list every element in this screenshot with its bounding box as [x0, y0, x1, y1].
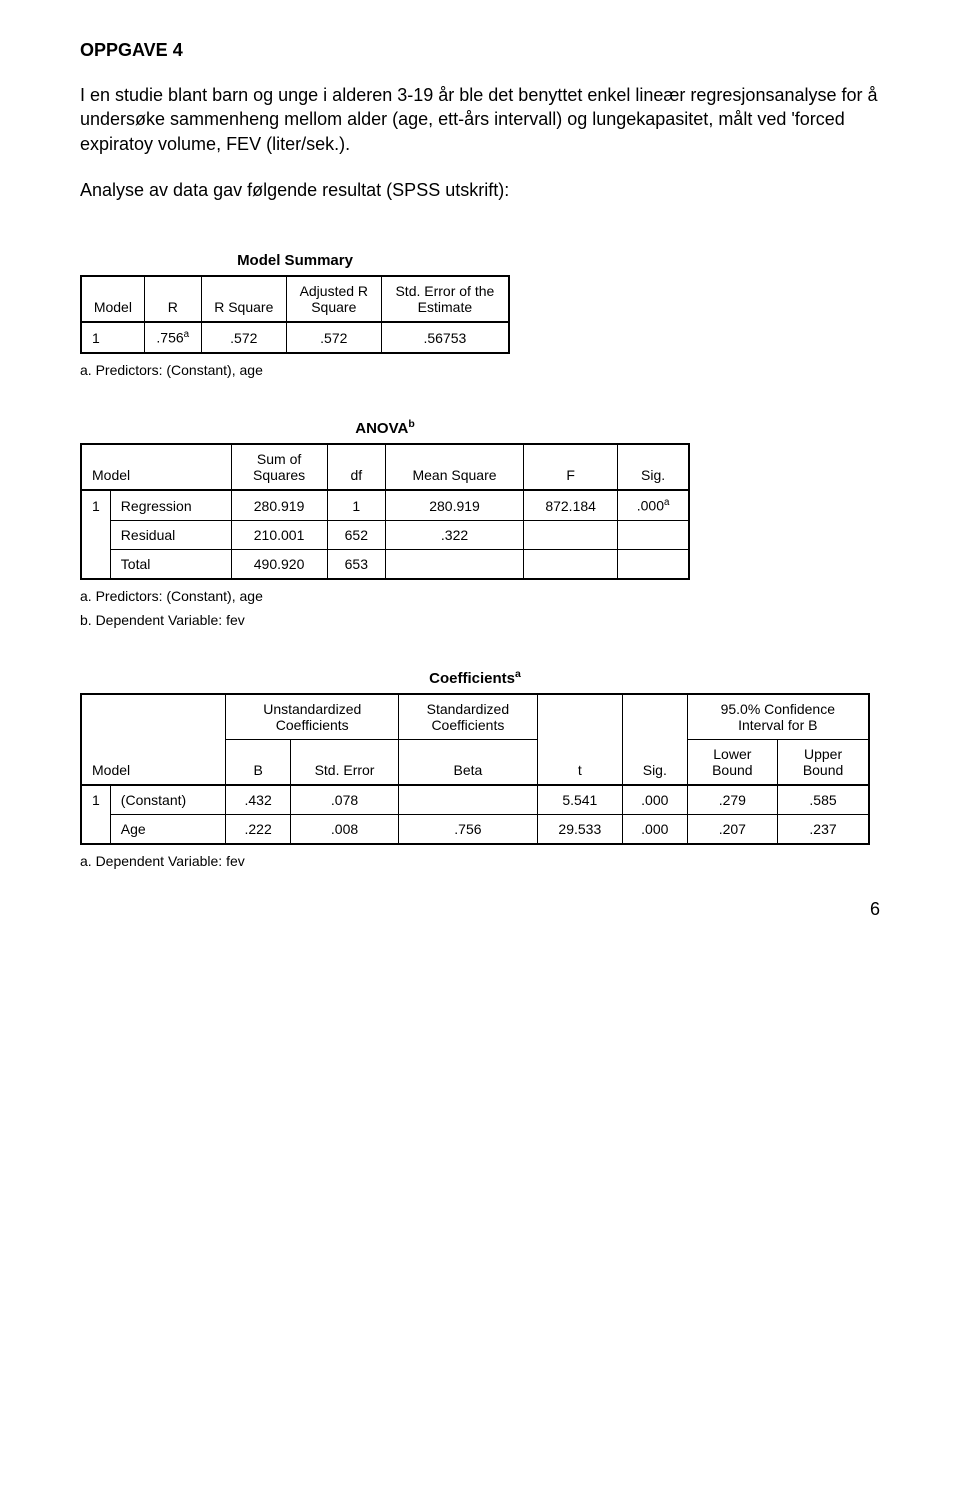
- coef-row-label-2: Age: [110, 814, 226, 844]
- col-anova-model: Model: [81, 444, 231, 490]
- anova-ms-2: .322: [385, 520, 523, 549]
- coef-up-2: .237: [778, 814, 869, 844]
- anova-ss-3: 490.920: [231, 549, 327, 579]
- col-coef-se: Std. Error: [290, 739, 398, 785]
- anova-sig-1: .000a: [618, 490, 689, 520]
- col-coef-lower: Lower Bound: [687, 739, 778, 785]
- model-summary-table: Model R R Square Adjusted R Square Std. …: [80, 275, 510, 354]
- anova-row-label-3: Total: [110, 549, 231, 579]
- col-r: R: [144, 276, 201, 322]
- col-anova-ss: Sum of Squares: [231, 444, 327, 490]
- cell-adjr: .572: [286, 322, 381, 353]
- model-summary-title: Model Summary: [80, 252, 510, 269]
- heading-oppgave: OPPGAVE 4: [80, 40, 880, 61]
- coef-se-1: .078: [290, 785, 398, 815]
- anova-row-label-1: Regression: [110, 490, 231, 520]
- coefficients-table: Model Unstandardized Coefficients Standa…: [80, 693, 870, 845]
- col-anova-ms: Mean Square: [385, 444, 523, 490]
- coef-beta-2: .756: [399, 814, 538, 844]
- coefficients-footnote: a. Dependent Variable: fev: [80, 853, 880, 869]
- coef-se-2: .008: [290, 814, 398, 844]
- anova-sig-2: [618, 520, 689, 549]
- anova-f-2: [524, 520, 618, 549]
- anova-df-1: 1: [327, 490, 385, 520]
- col-coef-b: B: [226, 739, 291, 785]
- anova-table: Model Sum of Squares df Mean Square F Si…: [80, 443, 690, 580]
- col-anova-sig: Sig.: [618, 444, 689, 490]
- anova-f-1: 872.184: [524, 490, 618, 520]
- coef-row-label-1: (Constant): [110, 785, 226, 815]
- cell-model-1: 1: [81, 322, 144, 353]
- anova-footnote-a: a. Predictors: (Constant), age: [80, 588, 880, 604]
- anova-df-3: 653: [327, 549, 385, 579]
- coef-b-1: .432: [226, 785, 291, 815]
- col-model: Model: [81, 276, 144, 322]
- col-rsquare: R Square: [201, 276, 286, 322]
- anova-df-2: 652: [327, 520, 385, 549]
- col-coef-model: Model: [81, 694, 226, 785]
- coef-row-n-2: [81, 814, 110, 844]
- intro-paragraph-1: I en studie blant barn og unge i alderen…: [80, 83, 880, 156]
- col-coef-beta: Beta: [399, 739, 538, 785]
- anova-ms-1: 280.919: [385, 490, 523, 520]
- anova-row-num-2: [81, 520, 110, 549]
- anova-ss-1: 280.919: [231, 490, 327, 520]
- anova-ms-3: [385, 549, 523, 579]
- anova-sig-3: [618, 549, 689, 579]
- coef-up-1: .585: [778, 785, 869, 815]
- model-summary-footnote: a. Predictors: (Constant), age: [80, 362, 880, 378]
- coef-t-1: 5.541: [537, 785, 622, 815]
- anova-row-label-2: Residual: [110, 520, 231, 549]
- coef-row-n-1: 1: [81, 785, 110, 815]
- col-anova-f: F: [524, 444, 618, 490]
- col-stderr: Std. Error of the Estimate: [381, 276, 509, 322]
- coefficients-title: Coefficientsa: [80, 668, 870, 687]
- cell-rsq: .572: [201, 322, 286, 353]
- anova-row-num-3: [81, 549, 110, 579]
- coef-sig-2: .000: [623, 814, 688, 844]
- coef-low-2: .207: [687, 814, 778, 844]
- coef-beta-1: [399, 785, 538, 815]
- page-number: 6: [80, 899, 880, 920]
- anova-title: ANOVAb: [80, 418, 690, 437]
- col-group-ci: 95.0% Confidence Interval for B: [687, 694, 869, 740]
- coef-t-2: 29.533: [537, 814, 622, 844]
- cell-stderr: .56753: [381, 322, 509, 353]
- col-coef-t: t: [537, 694, 622, 785]
- col-coef-upper: Upper Bound: [778, 739, 869, 785]
- anova-ss-2: 210.001: [231, 520, 327, 549]
- col-group-std: Standardized Coefficients: [399, 694, 538, 740]
- anova-f-3: [524, 549, 618, 579]
- coef-low-1: .279: [687, 785, 778, 815]
- cell-r: .756a: [144, 322, 201, 353]
- coef-sig-1: .000: [623, 785, 688, 815]
- col-group-unstd: Unstandardized Coefficients: [226, 694, 399, 740]
- anova-row-num-1: 1: [81, 490, 110, 520]
- anova-footnote-b: b. Dependent Variable: fev: [80, 612, 880, 628]
- col-coef-sig: Sig.: [623, 694, 688, 785]
- coef-b-2: .222: [226, 814, 291, 844]
- col-adj-r: Adjusted R Square: [286, 276, 381, 322]
- col-anova-df: df: [327, 444, 385, 490]
- intro-paragraph-2: Analyse av data gav følgende resultat (S…: [80, 178, 880, 202]
